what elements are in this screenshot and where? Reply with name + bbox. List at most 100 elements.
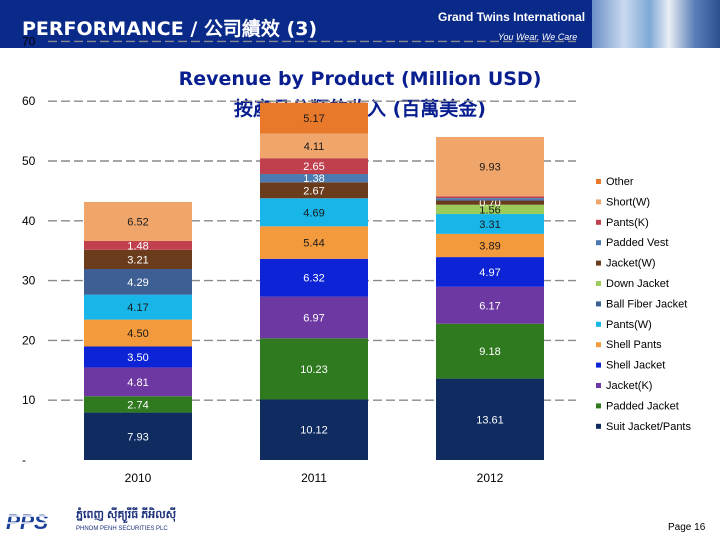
bar-segment (260, 158, 368, 175)
bar-segment (436, 204, 544, 215)
data-label: 6.32 (303, 273, 324, 285)
page-number: Page 16 (668, 522, 706, 533)
data-label: 3.89 (479, 240, 500, 252)
bar-segment (260, 399, 368, 460)
bar-segment (260, 198, 368, 227)
bar-segment (436, 200, 544, 205)
data-label: 9.93 (479, 162, 500, 174)
x-tick-label: 2011 (301, 471, 327, 485)
data-label: 5.17 (303, 113, 324, 125)
data-label: 4.69 (303, 207, 324, 219)
pps-logo-icon: PPS (4, 510, 66, 534)
legend-item: Shell Jacket (606, 360, 665, 372)
y-tick-label: 60 (22, 94, 36, 108)
legend-swatch (596, 383, 601, 388)
y-tick-label: 30 (22, 274, 36, 288)
bar-segment (436, 198, 544, 201)
data-label: 4.81 (127, 377, 148, 389)
data-label: 6.52 (127, 216, 148, 228)
footer-company-km: ភ្នំពេញ ស៊ីគ្យួរីធី ភីអិលស៊ី (76, 509, 177, 521)
legend-swatch (596, 260, 601, 266)
bar-segment (436, 214, 544, 234)
y-tick-label: 50 (22, 154, 36, 168)
legend-item: Shell Pants (606, 339, 662, 351)
data-label: 4.11 (304, 141, 325, 153)
footer-company-en: PHNOM PENH SECURITIES PLC (76, 526, 168, 532)
data-label: 4.29 (127, 277, 148, 289)
legend-swatch (596, 281, 601, 286)
legend-item: Jacket(K) (606, 380, 652, 392)
bar-segment (84, 319, 192, 347)
chart-title: Revenue by Product (Million USD) (178, 68, 542, 90)
bar-segment (84, 240, 192, 250)
bar-segment (260, 338, 368, 400)
y-tick-label: 70 (22, 34, 36, 48)
legend-swatch (596, 362, 601, 368)
legend-item: Padded Vest (606, 237, 668, 249)
legend-swatch (596, 219, 601, 225)
data-label: 2.65 (303, 161, 324, 173)
data-label: 1.38 (303, 173, 324, 185)
legend-item: Ball Fiber Jacket (606, 298, 687, 310)
bar-segment (84, 412, 192, 460)
data-label: 9.18 (479, 346, 500, 358)
bar-segment (436, 378, 544, 460)
y-tick-label: 20 (22, 333, 36, 347)
data-label: 10.23 (300, 364, 328, 376)
legend-item: Padded Jacket (606, 400, 679, 412)
bar-segment (84, 367, 192, 397)
bar-segment (260, 296, 368, 339)
bar-segment (84, 249, 192, 269)
legend-item: Other (606, 176, 634, 188)
y-tick-label: - (22, 453, 26, 467)
legend-item: Down Jacket (606, 278, 669, 290)
bar-segment (84, 268, 192, 295)
bar-segment (436, 196, 544, 199)
bar-segment (260, 226, 368, 259)
data-label: 7.93 (127, 431, 148, 443)
bar-segment (84, 396, 192, 413)
data-label: 1.48 (127, 240, 148, 252)
legend-swatch (596, 199, 601, 205)
data-label: 13.61 (476, 414, 504, 426)
bar-segment (84, 201, 192, 241)
x-tick-label: 2010 (125, 471, 152, 485)
x-tick-label: 2012 (477, 471, 504, 485)
legend-swatch (596, 179, 601, 184)
data-label: 2.74 (127, 399, 148, 411)
data-label: 0.70 (479, 198, 500, 210)
bar-segment (436, 286, 544, 324)
legend-swatch (596, 301, 601, 307)
data-label: 2.67 (303, 185, 324, 197)
legend-item: Suit Jacket/Pants (606, 421, 691, 433)
data-label: 3.31 (479, 219, 500, 231)
header-photo (592, 0, 720, 48)
company-slogan: You Wear, We Care (498, 32, 578, 42)
bar-segment (260, 102, 368, 134)
legend-swatch (596, 240, 601, 246)
y-tick-label: 40 (22, 214, 36, 228)
bar-segment (84, 346, 192, 368)
header-bar (0, 0, 592, 48)
data-label: 1.56 (479, 204, 500, 216)
legend-swatch (596, 403, 601, 409)
legend-item: Short(W) (606, 196, 650, 208)
data-label: 3.50 (127, 352, 148, 364)
bar-segment (436, 257, 544, 287)
company-name: Grand Twins International (438, 10, 586, 24)
bar-segment (436, 323, 544, 379)
data-label: 6.97 (303, 312, 324, 324)
bar-segment (436, 136, 544, 197)
legend-item: Pants(K) (606, 217, 649, 229)
page-title: PERFORMANCE / 公司績效 (3) (22, 18, 318, 40)
bar-segment (436, 233, 544, 258)
data-label: 4.50 (127, 328, 148, 340)
legend-item: Jacket(W) (606, 258, 656, 270)
data-label: 4.97 (479, 267, 500, 279)
y-tick-label: 10 (22, 393, 36, 407)
legend-swatch (596, 321, 601, 327)
bar-segment (260, 258, 368, 297)
legend-item: Pants(W) (606, 319, 652, 331)
data-label: 10.12 (300, 425, 328, 437)
legend-swatch (596, 342, 601, 348)
